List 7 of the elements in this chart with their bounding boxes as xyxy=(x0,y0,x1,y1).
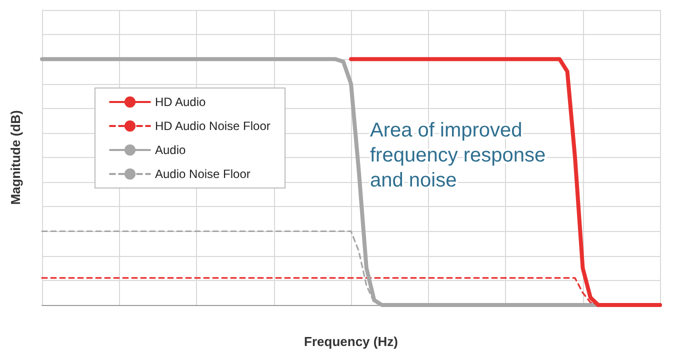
x-axis-title: Frequency (Hz) xyxy=(304,334,398,349)
annotation: Area of improved frequency response and noise xyxy=(370,120,546,192)
y-axis-title: Magnitude (dB) xyxy=(8,110,23,205)
legend-label: Audio xyxy=(155,143,186,157)
legend-label: HD Audio xyxy=(155,95,206,109)
legend-label: HD Audio Noise Floor xyxy=(155,119,270,133)
legend-label: Audio Noise Floor xyxy=(155,167,250,181)
